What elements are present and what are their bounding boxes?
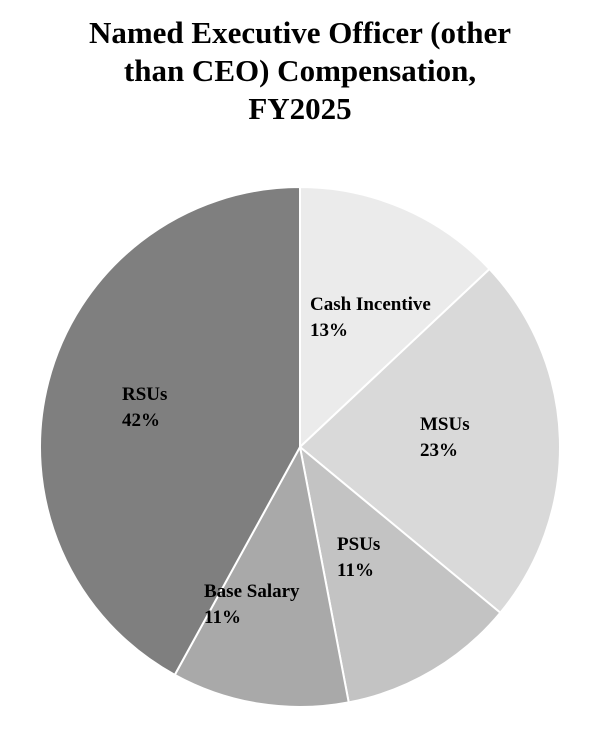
slice-value-psus: 11% xyxy=(337,560,374,581)
chart-title-line-1: Named Executive Officer (other xyxy=(88,15,512,50)
slice-value-rsus: 42% xyxy=(122,410,160,431)
pie-labels: Cash Incentive 13%MSUs 23%PSUs 11%Base Sala… xyxy=(122,294,470,628)
slice-label-msus: MSUs 23% xyxy=(420,414,470,461)
pie-slice-rsus xyxy=(38,185,301,677)
pie-slice-psus xyxy=(298,444,502,704)
pie-slice-msus xyxy=(298,267,561,615)
pie-slice-cash-incentive xyxy=(299,185,491,450)
chart-title-line-3: FY2025 xyxy=(248,91,352,126)
slice-label-psus: PSUs 11% xyxy=(337,534,380,581)
chart-title-line-2: than CEO) Compensation, xyxy=(123,53,477,88)
pie-slices xyxy=(38,185,561,708)
slice-label-cash-incentive: Cash Incentive 13% xyxy=(310,294,431,341)
slice-name-base-salary: Base Salary xyxy=(204,581,300,602)
slice-value-cash-incentive: 13% xyxy=(310,320,348,341)
slice-name-cash-incentive: Cash Incentive xyxy=(310,294,431,315)
slice-name-psus: PSUs xyxy=(337,534,380,555)
slice-name-rsus: RSUs xyxy=(122,384,167,405)
slice-value-msus: 23% xyxy=(420,440,458,461)
slice-value-base-salary: 11% xyxy=(204,607,241,628)
pie-slice-base-salary xyxy=(173,444,350,708)
slice-name-msus: MSUs xyxy=(420,414,470,435)
slice-label-base-salary: Base Salary 11% xyxy=(204,581,300,628)
slice-label-rsus: RSUs 42% xyxy=(122,384,167,431)
chart-title: Named Executive Officer (other than CEO)… xyxy=(0,14,600,128)
